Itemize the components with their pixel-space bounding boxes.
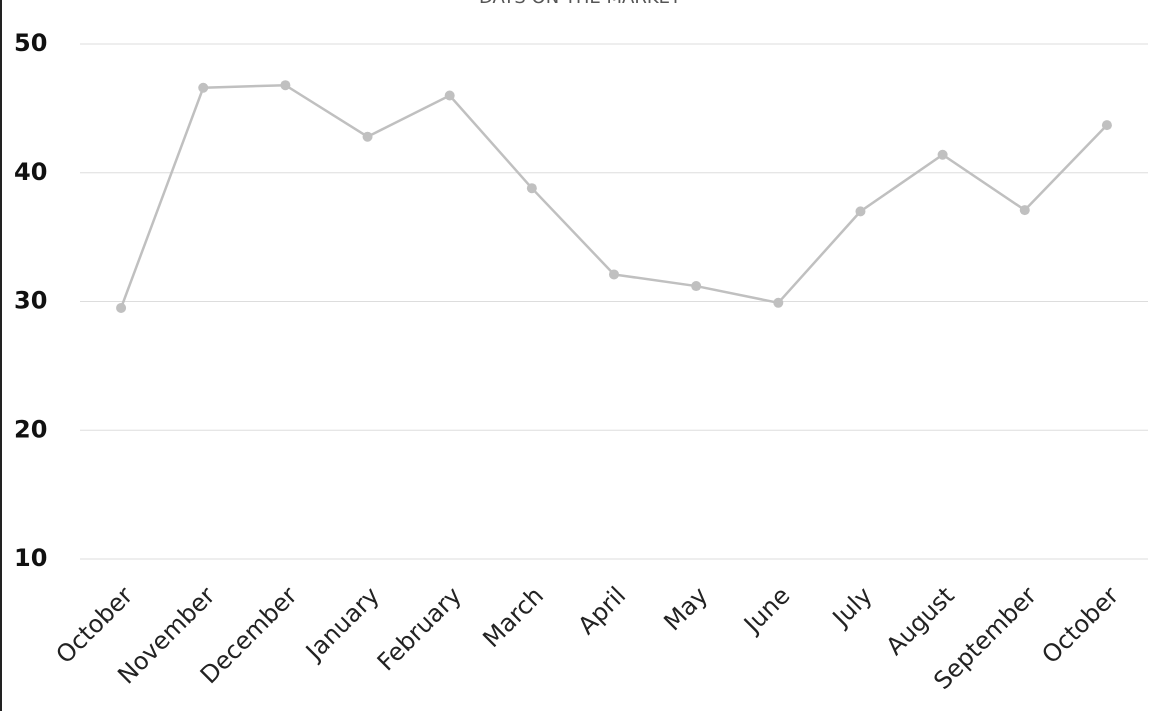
chart-title: DAYS ON THE MARKET (479, 0, 682, 8)
point (116, 302, 127, 313)
x-tick-label: July (826, 581, 878, 633)
y-tick-label: 10 (14, 544, 47, 572)
point (609, 269, 619, 280)
y-tick-label: 20 (14, 415, 47, 443)
point (937, 149, 948, 160)
point (691, 281, 702, 292)
point (773, 297, 784, 308)
x-tick-label: February (372, 581, 467, 676)
point (855, 206, 866, 217)
x-tick-label: June (737, 581, 795, 639)
y-tick-label: 40 (14, 158, 47, 186)
x-tick-label: October (1036, 581, 1124, 669)
x-tick-label: January (299, 581, 385, 667)
point (362, 131, 373, 142)
point (526, 183, 537, 194)
x-tick-label: March (477, 581, 549, 653)
point (1019, 205, 1030, 216)
point (1101, 120, 1112, 131)
x-tick-label: May (658, 581, 713, 636)
y-tick-label: 50 (14, 29, 47, 57)
x-tick-label: August (881, 581, 960, 660)
point (444, 90, 455, 101)
point (198, 82, 209, 93)
x-tick-label: April (573, 581, 632, 640)
point (280, 80, 291, 91)
y-tick-label: 30 (14, 287, 47, 315)
